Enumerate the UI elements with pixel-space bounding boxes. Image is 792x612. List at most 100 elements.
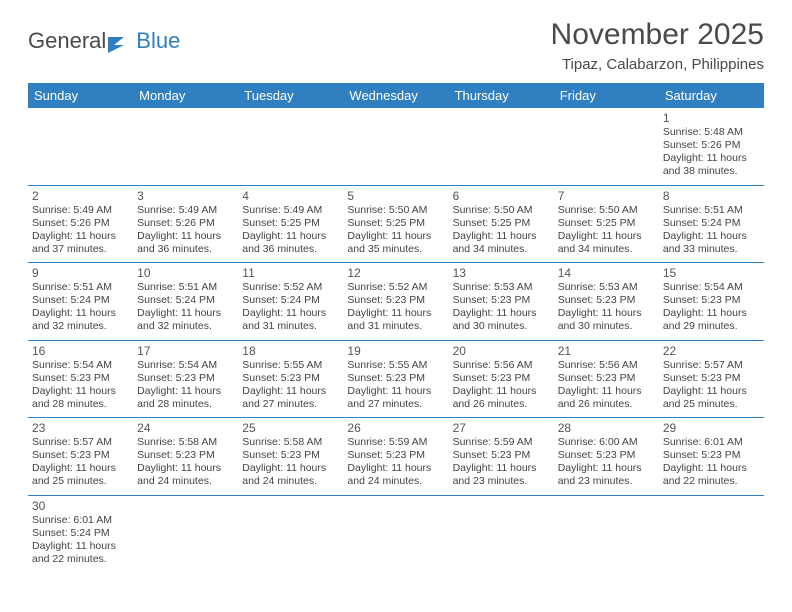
daylight-line: Daylight: 11 hours and 27 minutes. <box>242 385 339 411</box>
flag-icon <box>108 33 134 49</box>
sunrise-line: Sunrise: 6:01 AM <box>32 514 129 527</box>
sunrise-line: Sunrise: 5:50 AM <box>558 204 655 217</box>
daylight-line: Daylight: 11 hours and 22 minutes. <box>32 540 129 566</box>
calendar-day-cell: 14Sunrise: 5:53 AMSunset: 5:23 PMDayligh… <box>554 263 659 340</box>
day-header-cell: Thursday <box>449 83 554 108</box>
day-number: 26 <box>347 421 444 435</box>
sunset-line: Sunset: 5:25 PM <box>347 217 444 230</box>
sunset-line: Sunset: 5:23 PM <box>558 449 655 462</box>
day-number: 20 <box>453 344 550 358</box>
sunset-line: Sunset: 5:23 PM <box>663 294 760 307</box>
logo: General Blue <box>28 28 180 54</box>
day-header-cell: Wednesday <box>343 83 448 108</box>
calendar-week: 2Sunrise: 5:49 AMSunset: 5:26 PMDaylight… <box>28 186 764 264</box>
calendar-day-cell: 10Sunrise: 5:51 AMSunset: 5:24 PMDayligh… <box>133 263 238 340</box>
day-number: 21 <box>558 344 655 358</box>
daylight-line: Daylight: 11 hours and 24 minutes. <box>137 462 234 488</box>
day-number: 4 <box>242 189 339 203</box>
sunrise-line: Sunrise: 5:57 AM <box>663 359 760 372</box>
day-header-cell: Saturday <box>659 83 764 108</box>
daylight-line: Daylight: 11 hours and 29 minutes. <box>663 307 760 333</box>
calendar-day-cell: 6Sunrise: 5:50 AMSunset: 5:25 PMDaylight… <box>449 186 554 263</box>
day-number: 12 <box>347 266 444 280</box>
sunset-line: Sunset: 5:26 PM <box>663 139 760 152</box>
daylight-line: Daylight: 11 hours and 26 minutes. <box>558 385 655 411</box>
page-title: November 2025 <box>551 18 764 52</box>
calendar-day-cell: 19Sunrise: 5:55 AMSunset: 5:23 PMDayligh… <box>343 341 448 418</box>
day-number: 15 <box>663 266 760 280</box>
daylight-line: Daylight: 11 hours and 33 minutes. <box>663 230 760 256</box>
sunset-line: Sunset: 5:23 PM <box>347 372 444 385</box>
sunrise-line: Sunrise: 5:53 AM <box>558 281 655 294</box>
calendar-day-cell: 7Sunrise: 5:50 AMSunset: 5:25 PMDaylight… <box>554 186 659 263</box>
day-number: 23 <box>32 421 129 435</box>
calendar-day-cell: 30Sunrise: 6:01 AMSunset: 5:24 PMDayligh… <box>28 496 133 573</box>
sunset-line: Sunset: 5:23 PM <box>347 294 444 307</box>
sunset-line: Sunset: 5:23 PM <box>558 372 655 385</box>
calendar-empty-cell <box>554 496 659 573</box>
calendar-day-cell: 23Sunrise: 5:57 AMSunset: 5:23 PMDayligh… <box>28 418 133 495</box>
sunset-line: Sunset: 5:23 PM <box>137 372 234 385</box>
day-number: 9 <box>32 266 129 280</box>
calendar-day-cell: 24Sunrise: 5:58 AMSunset: 5:23 PMDayligh… <box>133 418 238 495</box>
day-number: 25 <box>242 421 339 435</box>
calendar-empty-cell <box>133 108 238 185</box>
daylight-line: Daylight: 11 hours and 38 minutes. <box>663 152 760 178</box>
day-number: 16 <box>32 344 129 358</box>
daylight-line: Daylight: 11 hours and 24 minutes. <box>242 462 339 488</box>
sunset-line: Sunset: 5:23 PM <box>137 449 234 462</box>
calendar-day-cell: 25Sunrise: 5:58 AMSunset: 5:23 PMDayligh… <box>238 418 343 495</box>
logo-text-blue: Blue <box>136 28 180 54</box>
calendar-day-cell: 5Sunrise: 5:50 AMSunset: 5:25 PMDaylight… <box>343 186 448 263</box>
sunrise-line: Sunrise: 5:57 AM <box>32 436 129 449</box>
daylight-line: Daylight: 11 hours and 34 minutes. <box>558 230 655 256</box>
day-number: 3 <box>137 189 234 203</box>
sunset-line: Sunset: 5:23 PM <box>558 294 655 307</box>
sunset-line: Sunset: 5:24 PM <box>137 294 234 307</box>
day-header-cell: Tuesday <box>238 83 343 108</box>
sunset-line: Sunset: 5:23 PM <box>32 372 129 385</box>
day-number: 30 <box>32 499 129 513</box>
daylight-line: Daylight: 11 hours and 25 minutes. <box>663 385 760 411</box>
day-header-cell: Monday <box>133 83 238 108</box>
calendar-empty-cell <box>554 108 659 185</box>
day-number: 19 <box>347 344 444 358</box>
sunset-line: Sunset: 5:26 PM <box>137 217 234 230</box>
calendar-empty-cell <box>449 108 554 185</box>
sunrise-line: Sunrise: 5:49 AM <box>242 204 339 217</box>
calendar-empty-cell <box>28 108 133 185</box>
day-number: 17 <box>137 344 234 358</box>
daylight-line: Daylight: 11 hours and 30 minutes. <box>558 307 655 333</box>
sunrise-line: Sunrise: 6:01 AM <box>663 436 760 449</box>
sunrise-line: Sunrise: 5:54 AM <box>663 281 760 294</box>
calendar-day-cell: 27Sunrise: 5:59 AMSunset: 5:23 PMDayligh… <box>449 418 554 495</box>
daylight-line: Daylight: 11 hours and 36 minutes. <box>242 230 339 256</box>
calendar-empty-cell <box>343 108 448 185</box>
calendar-day-cell: 12Sunrise: 5:52 AMSunset: 5:23 PMDayligh… <box>343 263 448 340</box>
daylight-line: Daylight: 11 hours and 22 minutes. <box>663 462 760 488</box>
sunrise-line: Sunrise: 5:48 AM <box>663 126 760 139</box>
day-header-cell: Friday <box>554 83 659 108</box>
calendar-week: 23Sunrise: 5:57 AMSunset: 5:23 PMDayligh… <box>28 418 764 496</box>
sunrise-line: Sunrise: 5:59 AM <box>453 436 550 449</box>
sunrise-line: Sunrise: 5:56 AM <box>453 359 550 372</box>
sunrise-line: Sunrise: 5:53 AM <box>453 281 550 294</box>
calendar-day-cell: 2Sunrise: 5:49 AMSunset: 5:26 PMDaylight… <box>28 186 133 263</box>
sunset-line: Sunset: 5:23 PM <box>347 449 444 462</box>
calendar-empty-cell <box>659 496 764 573</box>
calendar-week: 16Sunrise: 5:54 AMSunset: 5:23 PMDayligh… <box>28 341 764 419</box>
day-number: 29 <box>663 421 760 435</box>
calendar-day-cell: 22Sunrise: 5:57 AMSunset: 5:23 PMDayligh… <box>659 341 764 418</box>
calendar-empty-cell <box>238 496 343 573</box>
day-number: 18 <box>242 344 339 358</box>
daylight-line: Daylight: 11 hours and 36 minutes. <box>137 230 234 256</box>
calendar-week: 9Sunrise: 5:51 AMSunset: 5:24 PMDaylight… <box>28 263 764 341</box>
day-number: 2 <box>32 189 129 203</box>
sunset-line: Sunset: 5:25 PM <box>242 217 339 230</box>
calendar-empty-cell <box>343 496 448 573</box>
calendar-day-cell: 11Sunrise: 5:52 AMSunset: 5:24 PMDayligh… <box>238 263 343 340</box>
day-number: 28 <box>558 421 655 435</box>
day-number: 27 <box>453 421 550 435</box>
calendar-empty-cell <box>238 108 343 185</box>
sunrise-line: Sunrise: 5:59 AM <box>347 436 444 449</box>
